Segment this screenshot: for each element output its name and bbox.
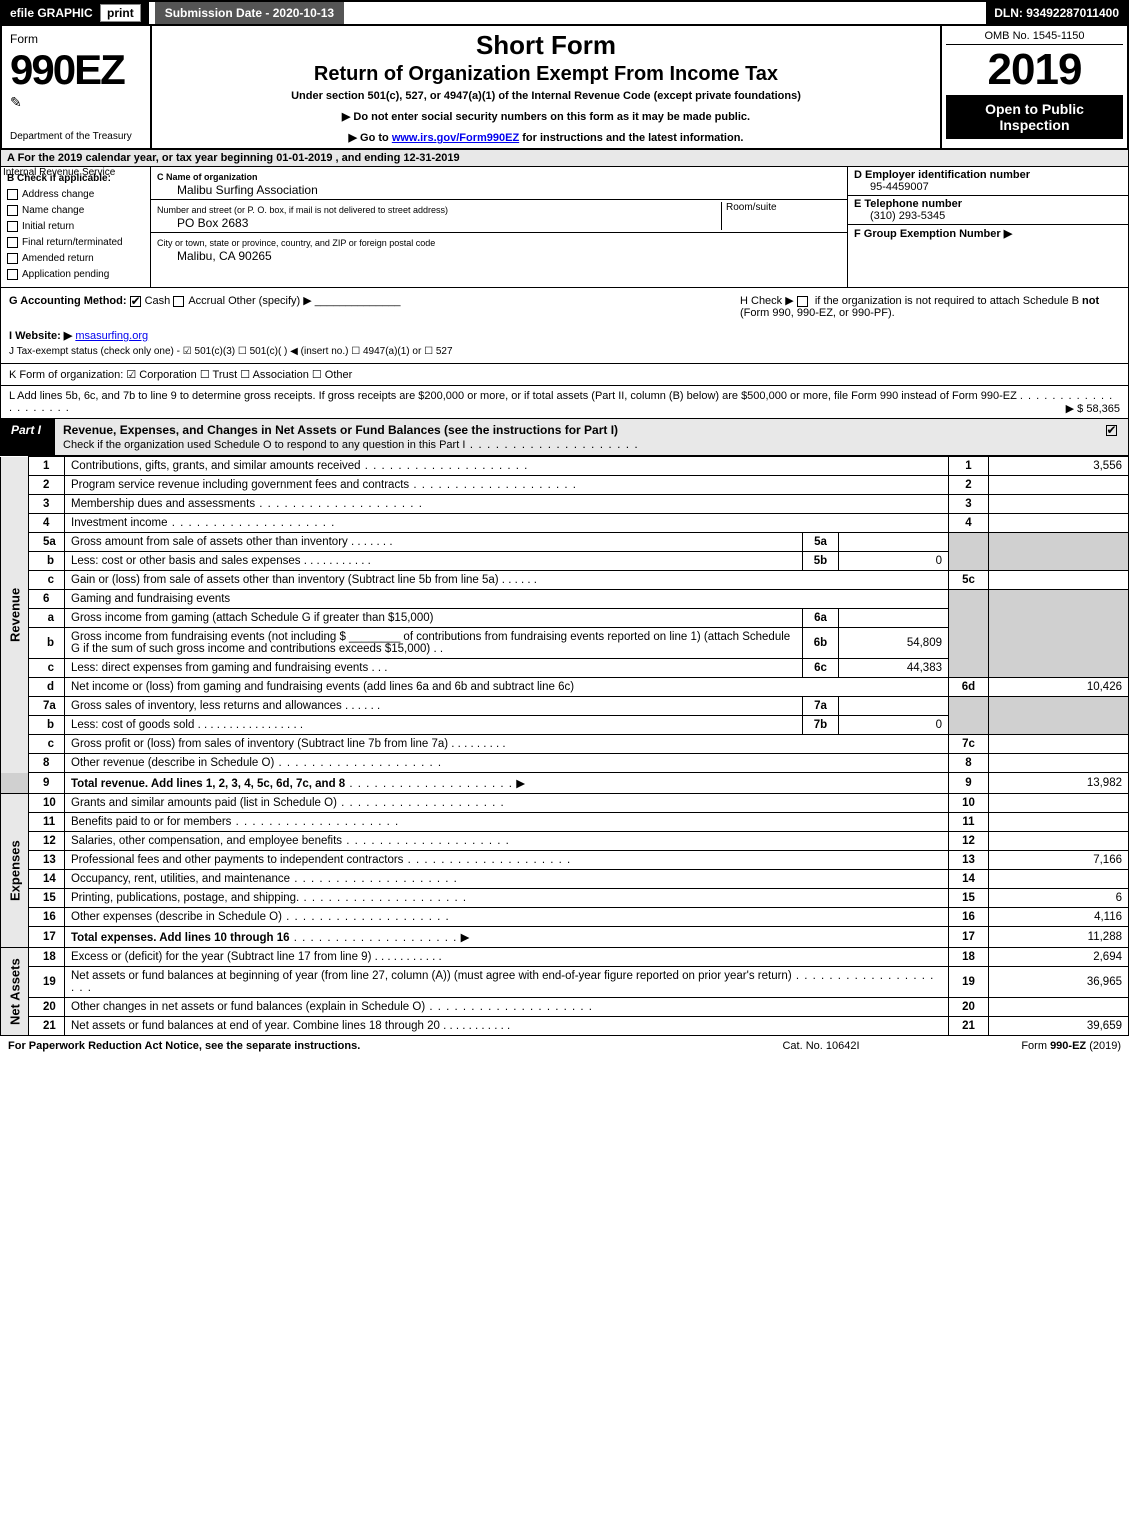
short-form-title: Short Form [162,30,930,61]
cb-final-return[interactable] [7,237,18,248]
cb-app-pending[interactable] [7,269,18,280]
part1-tag: Part I [1,419,55,455]
part1-subtitle: Check if the organization used Schedule … [63,439,465,451]
part1-header: Part I Revenue, Expenses, and Changes in… [0,419,1129,456]
dept-treasury: Department of the Treasury [10,131,142,142]
efile-label: efile GRAPHIC print [2,2,149,24]
tax-year: 2019 [946,45,1123,95]
no-ssn-line: ▶ Do not enter social security numbers o… [162,110,930,123]
expenses-side: Expenses [1,794,29,948]
box-i: I Website: ▶ msasurfing.org [9,329,1120,342]
cb-amended[interactable] [7,253,18,264]
paperwork-notice: For Paperwork Reduction Act Notice, see … [8,1040,721,1052]
line6b-val: 54,809 [839,628,949,659]
box-b: Internal Revenue Service B Check if appl… [1,167,151,287]
tax-year-row: A For the 2019 calendar year, or tax yea… [0,150,1129,167]
gross-receipts: ▶ $ 58,365 [1066,402,1120,415]
top-bar: efile GRAPHIC print Submission Date - 20… [0,0,1129,26]
box-c: C Name of organization Malibu Surfing As… [151,167,848,287]
cat-no: Cat. No. 10642I [721,1040,921,1052]
irs-link[interactable]: www.irs.gov/Form990EZ [392,132,519,144]
part1-title: Revenue, Expenses, and Changes in Net As… [63,423,618,437]
total-revenue: 13,982 [989,773,1129,794]
cb-name-change[interactable] [7,205,18,216]
irs-overprint: Internal Revenue Service [3,165,115,181]
total-expenses: 11,288 [989,927,1129,948]
phone: (310) 293-5345 [854,210,1122,222]
line18-val: 2,694 [989,948,1129,967]
line21-val: 39,659 [989,1017,1129,1036]
line1-val: 3,556 [989,457,1129,476]
cb-cash[interactable] [130,296,141,307]
line19-val: 36,965 [989,967,1129,998]
page-footer: For Paperwork Reduction Act Notice, see … [0,1036,1129,1056]
efile-text: efile GRAPHIC [10,6,93,20]
cb-h[interactable] [797,296,808,307]
cb-scheduleO[interactable] [1106,425,1117,436]
street: PO Box 2683 [157,216,248,230]
form-word: Form [10,32,142,46]
box-j: J Tax-exempt status (check only one) - ☑… [9,346,1120,357]
omb-number: OMB No. 1545-1150 [946,30,1123,45]
room-suite-label: Room/suite [721,202,841,230]
box-def: D Employer identification number 95-4459… [848,167,1128,287]
c-name-label: C Name of organization [157,172,258,182]
cb-initial-return[interactable] [7,221,18,232]
street-label: Number and street (or P. O. box, if mail… [157,205,448,215]
line6c-val: 44,383 [839,659,949,678]
city: Malibu, CA 90265 [157,249,272,263]
ein: 95-4459007 [854,181,1122,193]
part1-table: Revenue 1 Contributions, gifts, grants, … [0,456,1129,1036]
submission-date: Submission Date - 2020-10-13 [155,2,344,24]
website-link[interactable]: msasurfing.org [75,330,148,342]
netassets-side: Net Assets [1,948,29,1036]
box-h: H Check ▶ if the organization is not req… [740,294,1120,319]
cb-address-change[interactable] [7,189,18,200]
open-public: Open to Public Inspection [946,95,1123,139]
line15-val: 6 [989,889,1129,908]
form-ref: Form 990-EZ (2019) [921,1040,1121,1052]
print-button[interactable]: print [100,4,141,22]
box-l: L Add lines 5b, 6c, and 7b to line 9 to … [0,386,1129,419]
form-number: 990EZ [10,46,124,94]
e-label: E Telephone number [854,198,962,210]
cb-accrual[interactable] [173,296,184,307]
form-header: Form 990EZ ✎ Department of the Treasury … [0,26,1129,150]
city-label: City or town, state or province, country… [157,238,435,248]
under-section: Under section 501(c), 527, or 4947(a)(1)… [162,90,930,102]
goto-line: ▶ Go to www.irs.gov/Form990EZ for instru… [162,131,930,144]
box-g: G Accounting Method: Cash Accrual Other … [9,294,740,319]
block-abc: Internal Revenue Service B Check if appl… [0,167,1129,288]
block-ghij: G Accounting Method: Cash Accrual Other … [0,288,1129,364]
line13-val: 7,166 [989,851,1129,870]
revenue-side: Revenue [1,457,29,773]
org-name: Malibu Surfing Association [157,183,318,197]
line6d-val: 10,426 [989,678,1129,697]
box-k: K Form of organization: ☑ Corporation ☐ … [0,364,1129,386]
dln-label: DLN: 93492287011400 [986,2,1127,24]
d-label: D Employer identification number [854,169,1030,181]
tax-year-text: A For the 2019 calendar year, or tax yea… [7,152,460,164]
return-title: Return of Organization Exempt From Incom… [162,63,930,86]
line16-val: 4,116 [989,908,1129,927]
f-label: F Group Exemption Number ▶ [854,228,1012,240]
